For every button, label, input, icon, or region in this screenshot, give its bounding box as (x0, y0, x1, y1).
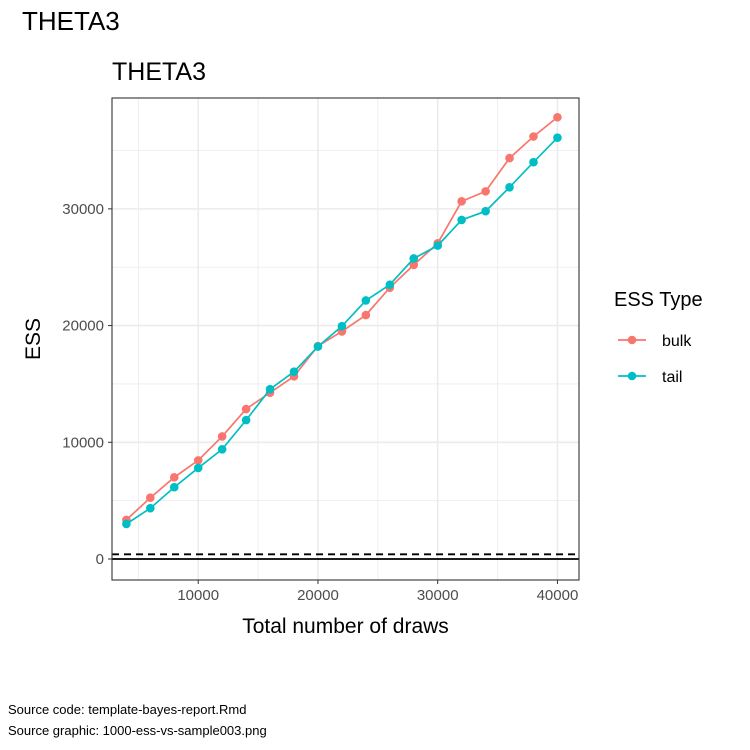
data-point-bulk (361, 310, 371, 320)
data-point-tail (505, 182, 514, 192)
x-tick-label: 40000 (537, 587, 579, 604)
data-point-tail (289, 367, 299, 376)
data-point-bulk (217, 432, 227, 441)
data-point-tail (313, 342, 323, 351)
data-point-bulk (169, 472, 179, 482)
x-axis: 10000 20000 30000 40000 (177, 580, 578, 604)
data-point-tail (481, 206, 490, 216)
legend-label: tail (662, 369, 682, 386)
data-point-tail (337, 321, 347, 331)
data-point-bulk (409, 260, 419, 270)
x-axis-title: Total number of draws (242, 615, 449, 638)
y-tick-label: 30000 (62, 201, 104, 218)
y-tick-label: 20000 (62, 318, 104, 335)
series-bulk (122, 112, 562, 525)
series-line-bulk (125, 116, 558, 521)
data-point-tail (122, 519, 131, 529)
legend-title: ESS Type (614, 289, 703, 311)
data-point-tail (433, 241, 443, 250)
data-point-tail (457, 215, 466, 225)
legend-key-point (627, 335, 637, 345)
x-tick-label: 20000 (297, 587, 339, 604)
data-point-bulk (241, 404, 251, 414)
data-point-bulk (529, 132, 538, 141)
data-point-bulk (553, 112, 562, 122)
series-tail (122, 133, 562, 529)
data-point-tail (169, 482, 179, 492)
data-point-tail (553, 133, 562, 142)
data-point-bulk (505, 153, 514, 163)
legend-item-bulk: bulk (618, 333, 692, 350)
data-point-tail (529, 157, 538, 167)
grid (112, 98, 579, 580)
data-point-tail (409, 254, 419, 263)
x-tick-label: 30000 (417, 587, 459, 604)
y-tick-label: 10000 (62, 434, 104, 451)
series-layer (122, 112, 562, 529)
data-point-tail (217, 444, 227, 454)
legend-key-point (627, 371, 637, 381)
data-point-bulk (193, 456, 203, 465)
legend: ESS Type bulk tail (614, 289, 703, 386)
legend-item-tail: tail (618, 369, 682, 386)
data-point-tail (193, 463, 203, 473)
y-tick-label: 0 (96, 551, 104, 568)
source-graphic-note: Source graphic: 1000-ess-vs-sample003.pn… (8, 723, 267, 738)
data-point-tail (241, 415, 251, 425)
data-point-tail (146, 503, 155, 513)
data-point-tail (361, 296, 371, 305)
reference-lines (112, 553, 579, 560)
panel-border (111, 97, 580, 581)
data-point-bulk (481, 187, 490, 196)
data-point-bulk (457, 196, 466, 206)
data-point-tail (385, 280, 395, 290)
y-axis-title: ESS (22, 318, 45, 360)
page-title: THETA3 (22, 6, 120, 36)
legend-label: bulk (662, 333, 692, 350)
x-tick-label: 10000 (177, 587, 219, 604)
y-axis: 0 10000 20000 30000 (62, 201, 112, 568)
source-code-note: Source code: template-bayes-report.Rmd (8, 702, 247, 717)
data-point-bulk (146, 493, 155, 503)
chart-title: THETA3 (112, 58, 206, 86)
data-point-tail (265, 384, 275, 394)
